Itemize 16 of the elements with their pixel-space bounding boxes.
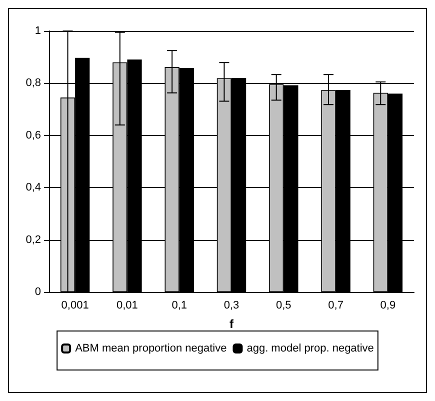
x-tick-label: 0,7 (328, 300, 344, 312)
x-axis-title: f (230, 317, 234, 331)
x-tick-label: 0,1 (172, 300, 188, 312)
y-tick-label: 0,6 (26, 129, 41, 142)
x-tick-label: 0,9 (380, 300, 396, 312)
y-tick-label: 1 (34, 25, 41, 37)
y-tick-label: 0 (34, 286, 41, 298)
x-tick-label: 0,3 (224, 300, 240, 312)
x-tick-label: 0,001 (61, 300, 89, 312)
legend-label: agg. model prop. negative (246, 342, 374, 354)
x-tick-label: 0,5 (276, 300, 292, 312)
x-tick-label: 0,01 (116, 300, 138, 312)
y-tick-label: 0,4 (26, 182, 41, 194)
y-tick-label: 0,2 (26, 234, 41, 246)
y-tick-label: 0,8 (26, 77, 41, 90)
legend-label: ABM mean proportion negative (75, 342, 227, 354)
